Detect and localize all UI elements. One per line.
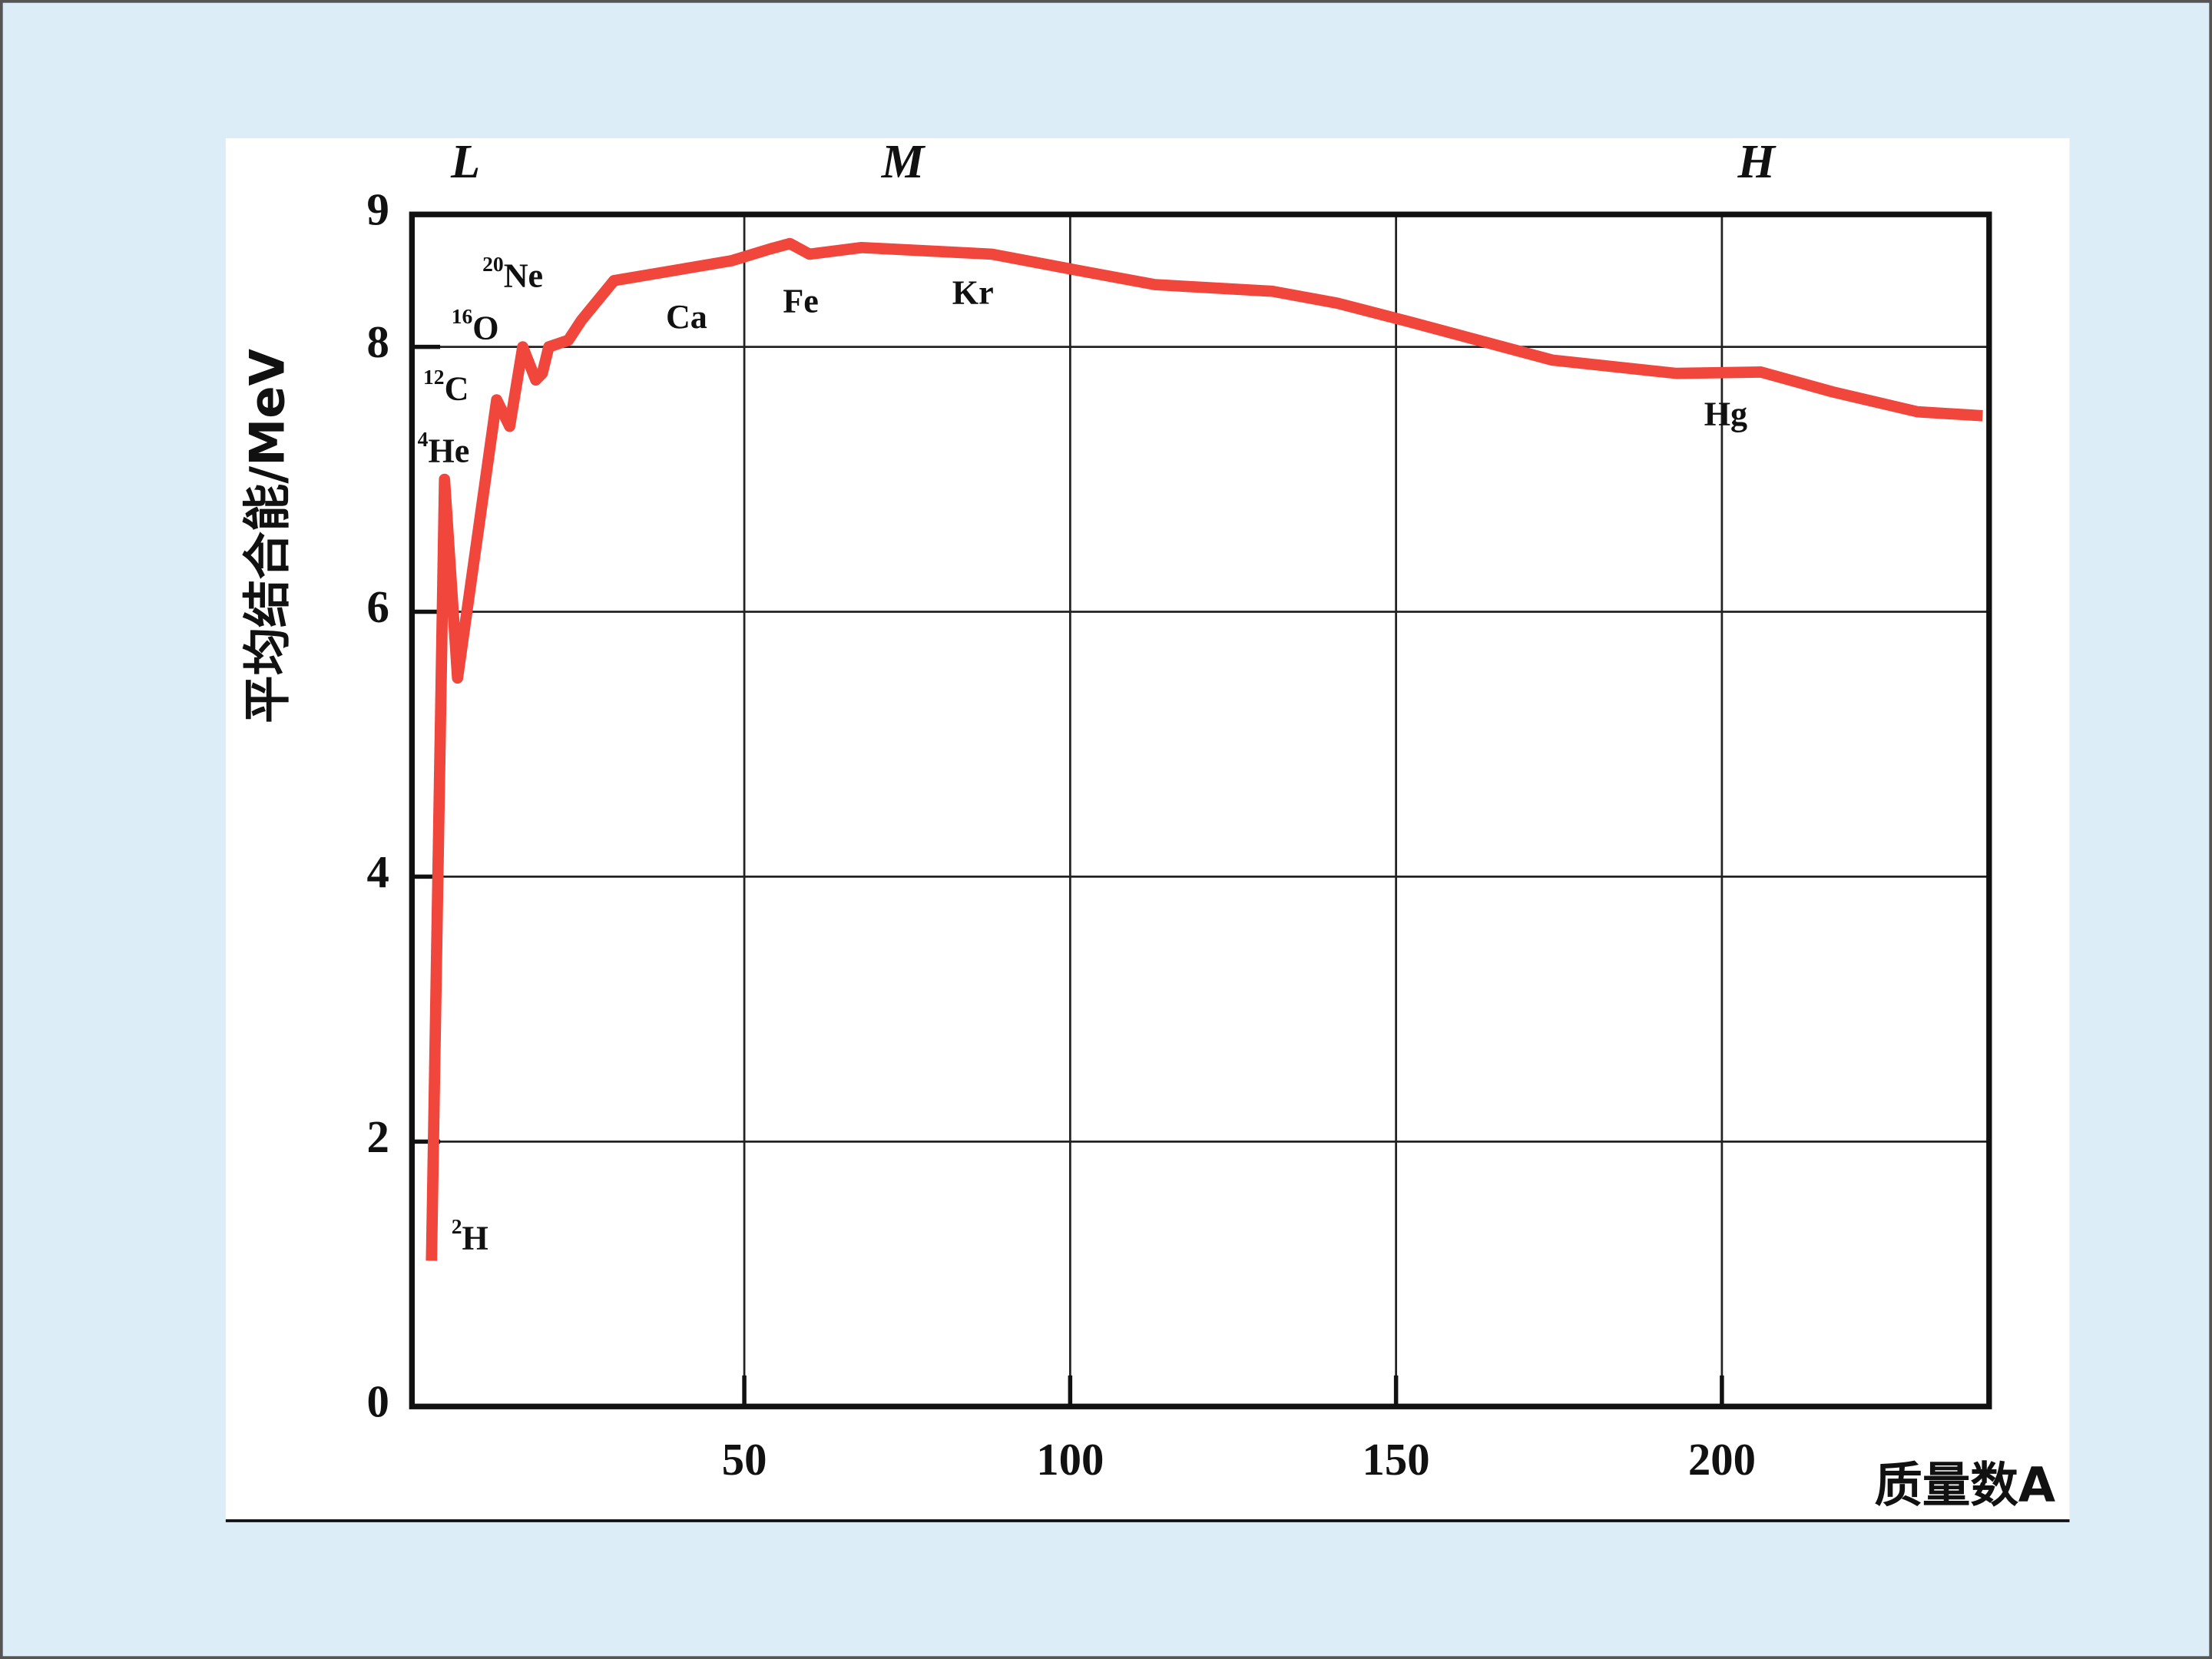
- x-tick-label: 100: [1036, 1435, 1104, 1485]
- isotope-mass: 2: [452, 1214, 462, 1238]
- x-tick-label: 50: [722, 1435, 767, 1485]
- isotope-symbol: He: [428, 432, 469, 470]
- isotope-label: 12C: [423, 365, 469, 407]
- isotope-label: Hg: [1704, 396, 1747, 433]
- data-line: [426, 237, 1983, 1261]
- isotope-symbol: Ne: [504, 257, 543, 295]
- isotope-symbol: C: [445, 370, 469, 408]
- x-tick-label: 200: [1688, 1435, 1756, 1485]
- isotope-symbol: Hg: [1704, 396, 1747, 433]
- x-tick-label: 150: [1363, 1435, 1430, 1485]
- isotope-label: Kr: [952, 274, 994, 312]
- y-tick-label: 6: [367, 582, 389, 632]
- isotope-label: 4He: [418, 427, 470, 469]
- region-label: H: [1737, 134, 1777, 188]
- isotope-label: Ca: [666, 298, 707, 336]
- y-axis-label: 平均结合能/MeV: [240, 348, 296, 723]
- isotope-mass: 4: [418, 427, 429, 451]
- y-tick-label: 8: [367, 317, 389, 367]
- isotope-symbol: Fe: [783, 283, 818, 320]
- y-tick-label: 0: [367, 1377, 389, 1427]
- isotope-label: 20Ne: [482, 252, 543, 294]
- isotope-mass: 20: [482, 252, 504, 276]
- y-tick-label: 2: [367, 1112, 389, 1162]
- y-tick-label: 4: [367, 847, 389, 897]
- isotope-symbol: Kr: [952, 274, 994, 312]
- region-label: L: [450, 134, 480, 188]
- y-tick-label: 9: [367, 185, 389, 235]
- isotope-label: 2H: [452, 1214, 488, 1257]
- chart-panel: [225, 138, 2070, 1521]
- isotope-mass: 16: [452, 304, 473, 328]
- isotope-label: Fe: [783, 283, 818, 320]
- isotope-symbol: O: [472, 310, 498, 347]
- isotope-symbol: Ca: [666, 298, 707, 336]
- isotope-symbol: H: [462, 1219, 488, 1257]
- x-axis-label: 质量数A: [1874, 1457, 2055, 1513]
- isotope-mass: 12: [423, 365, 445, 389]
- plot-frame: [409, 211, 1992, 1409]
- region-label: M: [881, 134, 926, 188]
- isotope-label: 16O: [452, 304, 499, 346]
